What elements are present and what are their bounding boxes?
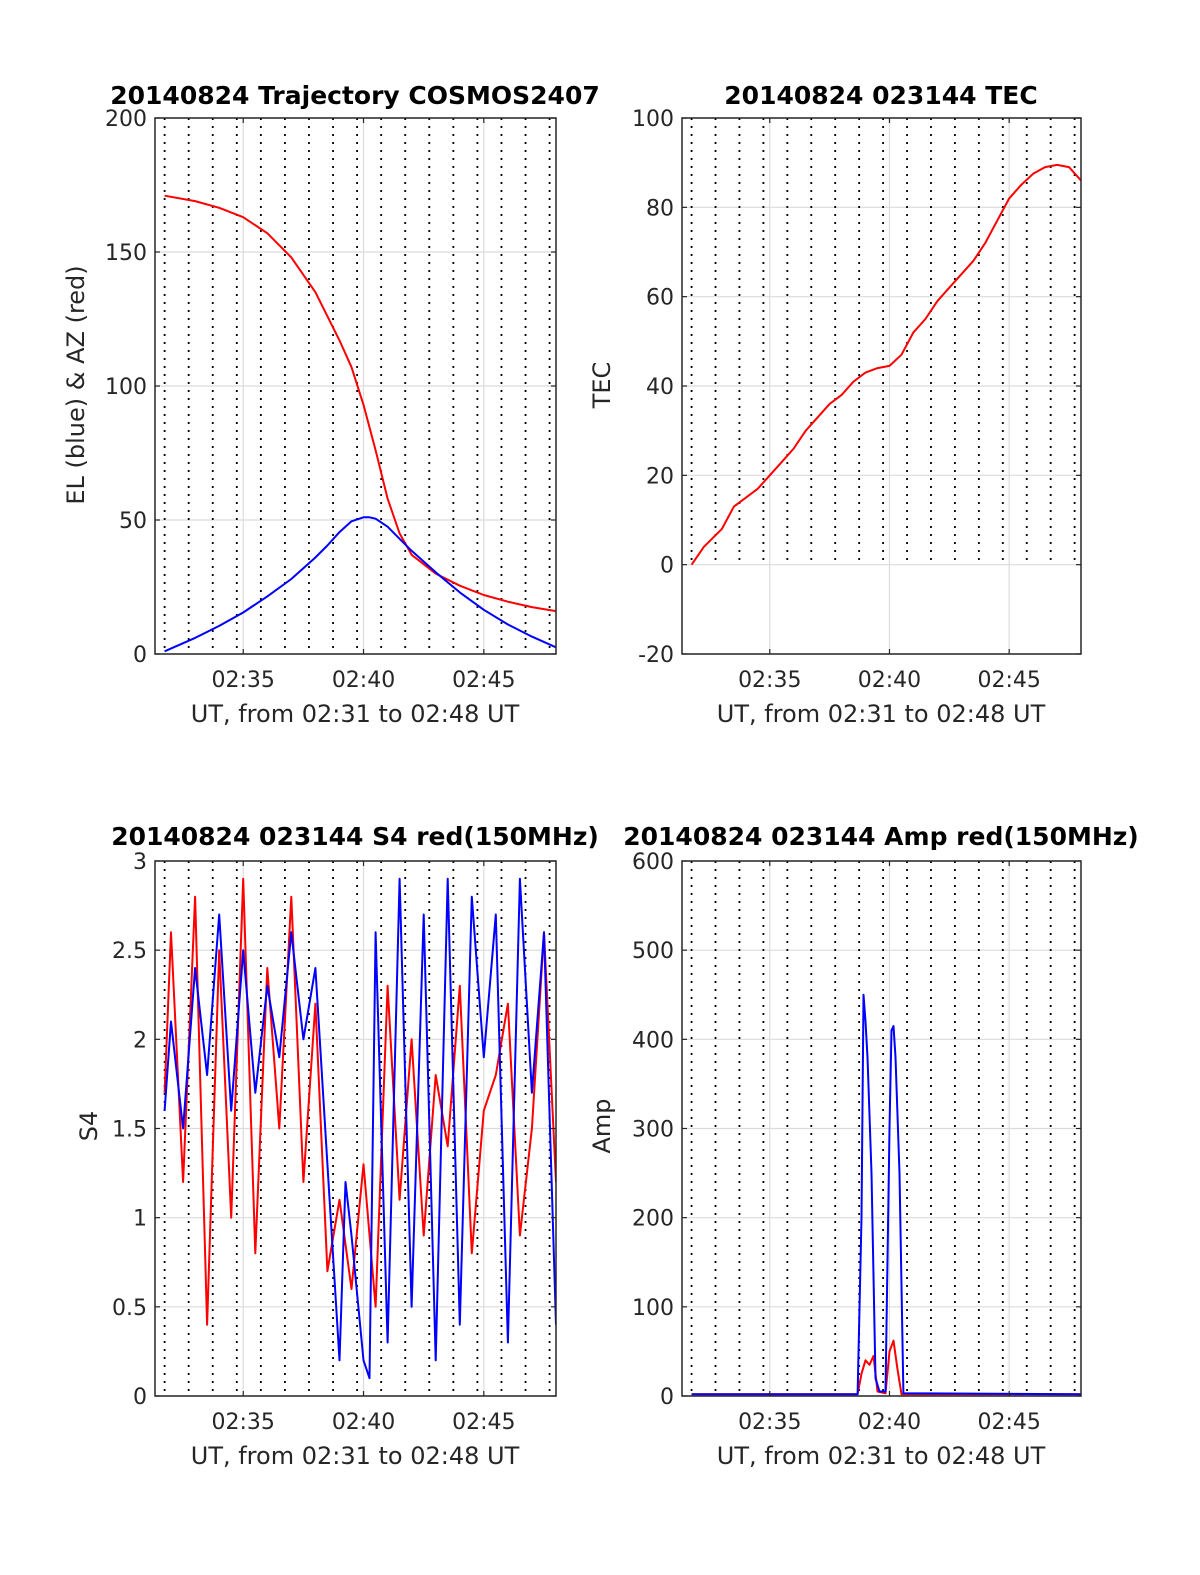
amp-ytick-label: 500 [632, 939, 674, 964]
amp-ytick-label: 0 [660, 1385, 674, 1410]
amp-ylabel: Amp [588, 1098, 616, 1153]
amp-ytick-label: 600 [632, 850, 674, 875]
amp-xtick-label: 02:40 [858, 1410, 921, 1435]
amp-ytick-label: 300 [632, 1118, 674, 1143]
trajectory-xtick-label: 02:45 [452, 668, 515, 693]
trajectory-series-line-1 [164, 516, 556, 653]
amp-xlabel: UT, from 02:31 to 02:48 UT [717, 1442, 1046, 1470]
trajectory-ytick-label: 50 [119, 509, 147, 534]
tec-ytick-label: 0 [660, 554, 674, 579]
s4-ylabel: S4 [75, 1111, 103, 1142]
s4-series-line-1 [163, 877, 556, 1380]
s4-xlabel: UT, from 02:31 to 02:48 UT [191, 1442, 520, 1470]
amp-ytick-label: 100 [632, 1296, 674, 1321]
trajectory-xtick-label: 02:35 [212, 668, 275, 693]
tec-series-line-0 [690, 163, 1081, 566]
s4-xtick-label: 02:35 [212, 1410, 275, 1435]
trajectory-xtick-label: 02:40 [332, 668, 395, 693]
tec-xlabel: UT, from 02:31 to 02:48 UT [717, 700, 1046, 728]
s4-ytick-label: 2.5 [112, 939, 147, 964]
tec-title: 20140824 023144 TEC [724, 81, 1037, 110]
trajectory-panel: 0 50 100 150 200 02:35 02:40 02:45 [105, 107, 557, 693]
tec-ytick-label: 20 [646, 464, 674, 489]
amp-title: 20140824 023144 Amp red(150MHz) [623, 822, 1139, 851]
amp-xtick-label: 02:35 [738, 1410, 801, 1435]
trajectory-series-line-0 [164, 194, 556, 613]
s4-ytick-label: 2 [133, 1028, 147, 1053]
s4-ytick-label: 0.5 [112, 1296, 147, 1321]
s4-ytick-label: 1.5 [112, 1118, 147, 1143]
s4-ytick-label: 3 [133, 850, 147, 875]
tec-xtick-label: 02:35 [738, 668, 801, 693]
tec-ytick-label: -20 [638, 643, 674, 668]
s4-xtick-label: 02:40 [332, 1410, 395, 1435]
trajectory-ytick-label: 150 [105, 241, 147, 266]
tec-xtick-label: 02:40 [858, 668, 921, 693]
s4-title: 20140824 023144 S4 red(150MHz) [111, 822, 599, 851]
tec-ytick-label: 60 [646, 286, 674, 311]
s4-ytick-label: 1 [133, 1207, 147, 1232]
amp-series-line-1 [691, 993, 1081, 1396]
amp-series-line-0 [691, 1339, 1081, 1396]
s4-ytick-label: 0 [133, 1385, 147, 1410]
trajectory-ytick-label: 0 [133, 643, 147, 668]
amp-ytick-label: 400 [632, 1028, 674, 1053]
trajectory-title: 20140824 Trajectory COSMOS2407 [110, 81, 600, 110]
s4-series-line-0 [163, 877, 556, 1326]
tec-ytick-label: 40 [646, 375, 674, 400]
trajectory-ylabel: EL (blue) & AZ (red) [62, 265, 90, 504]
amp-panel: 0 100 200 300 400 500 600 02:35 02:40 02:45 [632, 850, 1082, 1435]
s4-xtick-label: 02:45 [452, 1410, 515, 1435]
trajectory-ytick-label: 100 [105, 375, 147, 400]
tec-panel: -20 0 20 40 60 80 100 02:35 02:40 02:45 [632, 107, 1082, 693]
trajectory-ytick-label: 200 [105, 107, 147, 132]
tec-ytick-label: 80 [646, 196, 674, 221]
amp-xtick-label: 02:45 [977, 1410, 1040, 1435]
trajectory-xlabel: UT, from 02:31 to 02:48 UT [191, 700, 520, 728]
tec-ylabel: TEC [588, 362, 616, 410]
tec-ytick-label: 100 [632, 107, 674, 132]
s4-panel: 0 0.5 1 1.5 2 2.5 3 02:35 02:40 02:45 [112, 850, 557, 1435]
amp-ytick-label: 200 [632, 1207, 674, 1232]
tec-xtick-label: 02:45 [977, 668, 1040, 693]
